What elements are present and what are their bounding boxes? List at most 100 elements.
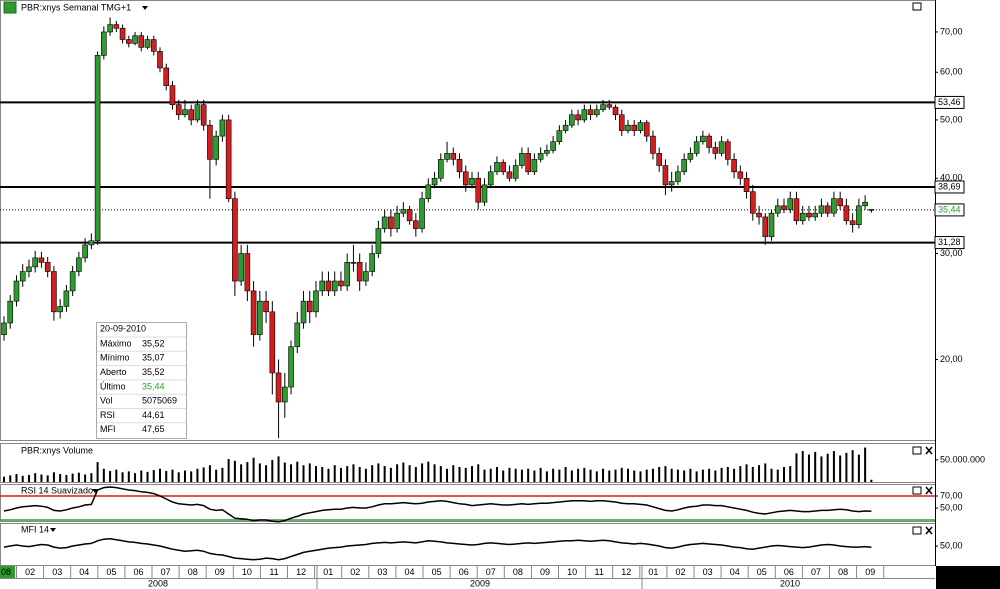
volume-bar bbox=[726, 466, 729, 482]
volume-bar bbox=[539, 467, 542, 482]
candle-body bbox=[188, 109, 194, 121]
month-label: 01 bbox=[323, 567, 333, 577]
volume-bar bbox=[277, 456, 280, 482]
volume-bar bbox=[377, 463, 380, 482]
month-label: 11 bbox=[269, 567, 278, 577]
candle-body bbox=[13, 280, 20, 302]
month-label: 09 bbox=[540, 567, 550, 577]
level-label: 53,46 bbox=[938, 97, 961, 107]
close-button[interactable] bbox=[925, 526, 933, 535]
info-value: 47,65 bbox=[142, 424, 165, 434]
candle-body bbox=[269, 311, 276, 374]
candle-body bbox=[768, 212, 775, 237]
volume-bar bbox=[159, 468, 161, 482]
candle-body bbox=[69, 271, 76, 292]
volume-bar bbox=[864, 447, 867, 482]
candle-body bbox=[562, 124, 569, 131]
info-value: 35,44 bbox=[142, 381, 165, 391]
close-button[interactable] bbox=[925, 486, 933, 495]
volume-bar bbox=[439, 466, 442, 482]
month-label: 07 bbox=[161, 567, 171, 577]
volume-bar bbox=[801, 451, 804, 482]
candle-body bbox=[581, 109, 588, 121]
volume-bar bbox=[758, 465, 761, 482]
level-label: 38,69 bbox=[938, 181, 961, 191]
candle-body bbox=[525, 153, 531, 173]
candle-body bbox=[194, 104, 201, 121]
volume-bar bbox=[870, 479, 873, 482]
info-value: 35,07 bbox=[142, 353, 165, 363]
candle-body bbox=[843, 205, 850, 222]
candle-body bbox=[313, 290, 319, 313]
volume-bar bbox=[789, 466, 792, 482]
maximize-button[interactable] bbox=[912, 486, 922, 495]
volume-bar bbox=[146, 471, 149, 482]
volume-bar bbox=[127, 471, 130, 482]
volume-bar bbox=[40, 474, 43, 482]
close-button[interactable] bbox=[925, 446, 933, 455]
volume-bar bbox=[495, 466, 498, 482]
candle-body bbox=[325, 280, 332, 292]
volume-bar bbox=[302, 465, 305, 482]
candle-body bbox=[743, 177, 750, 192]
month-label: 08 bbox=[513, 567, 523, 577]
candle-body bbox=[138, 35, 145, 48]
candle-body bbox=[207, 124, 213, 160]
y-tick-label: 20,00 bbox=[940, 354, 963, 364]
maximize-button[interactable] bbox=[912, 2, 922, 11]
y-tick-label: 50.000.000 bbox=[940, 454, 985, 464]
candle-body bbox=[643, 122, 650, 137]
volume-bar bbox=[233, 460, 236, 482]
volume-bar bbox=[227, 459, 230, 482]
month-label: 09 bbox=[215, 567, 225, 577]
maximize-button[interactable] bbox=[912, 446, 922, 455]
volume-bar bbox=[371, 465, 374, 482]
candle-body bbox=[244, 253, 251, 292]
candle-body bbox=[506, 171, 513, 179]
title-dropdown[interactable] bbox=[142, 6, 148, 10]
volume-bar bbox=[489, 468, 492, 482]
y-tick-label: 70,00 bbox=[940, 26, 963, 36]
volume-bar bbox=[84, 474, 87, 482]
candle-body bbox=[225, 119, 232, 199]
volume-bar bbox=[90, 473, 93, 482]
volume-bar bbox=[427, 461, 430, 482]
volume-bar bbox=[258, 463, 261, 482]
volume-bar bbox=[583, 467, 586, 482]
candle-body bbox=[150, 39, 157, 52]
candle-body bbox=[668, 181, 675, 186]
candle-body bbox=[537, 153, 544, 160]
info-value: 5075069 bbox=[142, 396, 177, 406]
volume-bar bbox=[552, 468, 555, 482]
volume-bar bbox=[252, 457, 255, 482]
volume-bar bbox=[296, 461, 299, 482]
y-tick-label: 40,00 bbox=[940, 173, 963, 183]
candle-body bbox=[519, 153, 525, 166]
candle-body bbox=[731, 159, 737, 173]
candle-body bbox=[263, 300, 269, 313]
year-label: 2010 bbox=[780, 578, 800, 588]
symbol-icon[interactable] bbox=[3, 1, 17, 14]
info-label: Último bbox=[100, 381, 126, 391]
month-label: 12 bbox=[296, 567, 306, 577]
maximize-button[interactable] bbox=[912, 526, 922, 535]
month-label: 07 bbox=[486, 567, 496, 577]
mfi-title: MFI 14 bbox=[21, 524, 49, 534]
candle-body bbox=[101, 31, 107, 56]
candle-body bbox=[787, 198, 794, 210]
candle-body bbox=[756, 212, 762, 218]
volume-bar bbox=[433, 464, 436, 482]
candle-body bbox=[487, 171, 494, 186]
volume-bar bbox=[34, 473, 37, 482]
volume-bar bbox=[845, 452, 848, 482]
mfi-dropdown[interactable] bbox=[50, 528, 56, 532]
candle-body bbox=[868, 209, 875, 211]
month-label: 11 bbox=[595, 567, 604, 577]
volume-bar bbox=[602, 468, 605, 482]
volume-bar bbox=[639, 471, 642, 482]
candle-body bbox=[275, 372, 282, 403]
candle-body bbox=[737, 171, 744, 179]
candle-body bbox=[456, 159, 463, 173]
rsi-dropdown[interactable] bbox=[92, 489, 98, 493]
candle-body bbox=[119, 27, 126, 40]
